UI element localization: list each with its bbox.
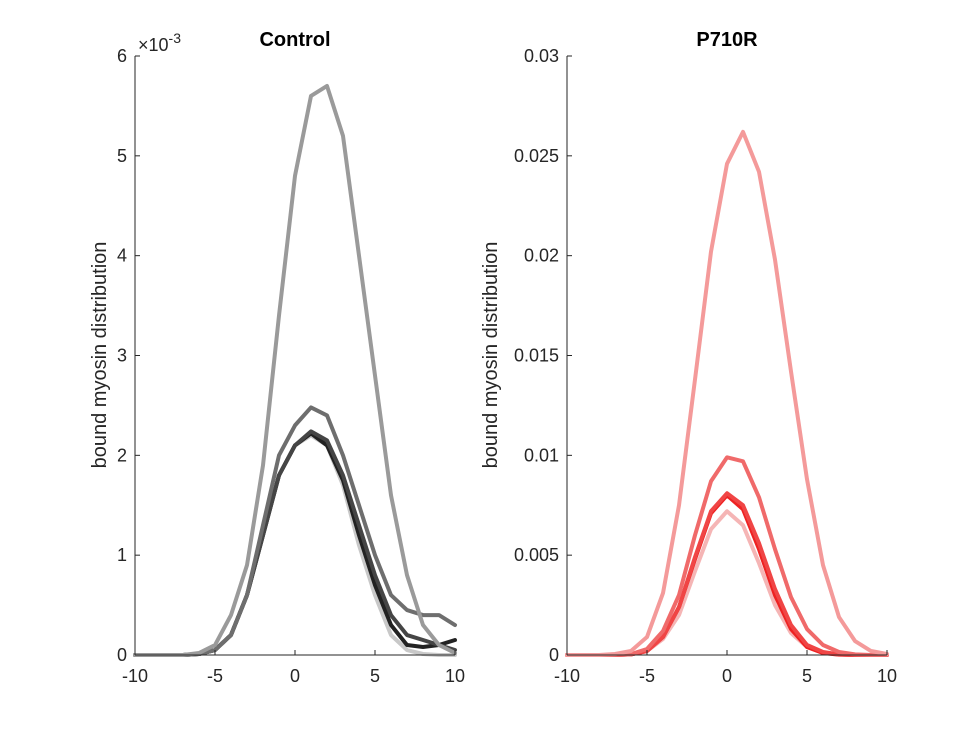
svg-text:×10-3: ×10-3 [138,30,181,55]
chart-p710r-x-tick-label: -5 [639,666,655,686]
chart-p710r-title: P710R [696,29,758,51]
chart-p710r-x-tick-label: 0 [722,666,732,686]
chart-control-exponent-power: -3 [169,30,182,46]
chart-control-y-tick-label: 2 [117,445,127,465]
chart-control-ylabel: bound myosin distribution [89,242,111,469]
chart-control-y-tick-label: 5 [117,146,127,166]
chart-p710r-y-tick-label: 0.01 [524,445,559,465]
chart-p710r-y-tick-label: 0.005 [514,545,559,565]
chart-p710r-x-tick-label: -10 [554,666,580,686]
chart-p710r-y-tick-label: 0.025 [514,146,559,166]
chart-control-exponent: ×10-3 [138,30,181,55]
chart-control-y-tick-label: 6 [117,46,127,66]
chart-control-x-tick-label: -10 [122,666,148,686]
chart-p710r-y-tick-label: 0.015 [514,346,559,366]
chart-p710r-y-tick-label: 0.02 [524,246,559,266]
chart-p710r-y-tick-label: 0.03 [524,46,559,66]
chart-control-x-tick-label: 0 [290,666,300,686]
chart-control-x-tick-label: -5 [207,666,223,686]
chart-control-axes: -10 -5 0 5 10 0 1 2 3 4 5 6 [117,46,465,686]
chart-control-y-tick-label: 0 [117,645,127,665]
chart-control-x-tick-label: 5 [370,666,380,686]
chart-control-series-5-line [133,83,457,657]
chart-control-y-tick-label: 3 [117,346,127,366]
chart-control-y-tick-label: 1 [117,545,127,565]
chart-control-title: Control [259,29,330,51]
chart-p710r-y-tick-label: 0 [549,645,559,665]
chart-p710r-x-tick-label: 10 [877,666,897,686]
chart-p710r-ylabel: bound myosin distribution [480,242,502,469]
chart-p710r-axes: -10 -5 0 5 10 0 0.005 0.01 0.015 0.02 0.025 0.03 [514,46,897,686]
chart-control-exponent-base: ×10 [138,35,169,55]
chart-control-x-tick-label: 10 [445,666,465,686]
chart-control-y-tick-label: 4 [117,246,127,266]
chart-p710r-x-tick-label: 5 [802,666,812,686]
chart-control: Control bound myosin distribution ×10-3 … [89,29,465,686]
chart-p710r: P710R bound myosin distribution -10 -5 0 5 1… [480,29,897,686]
chart-p710r-series-5-line [565,129,889,657]
